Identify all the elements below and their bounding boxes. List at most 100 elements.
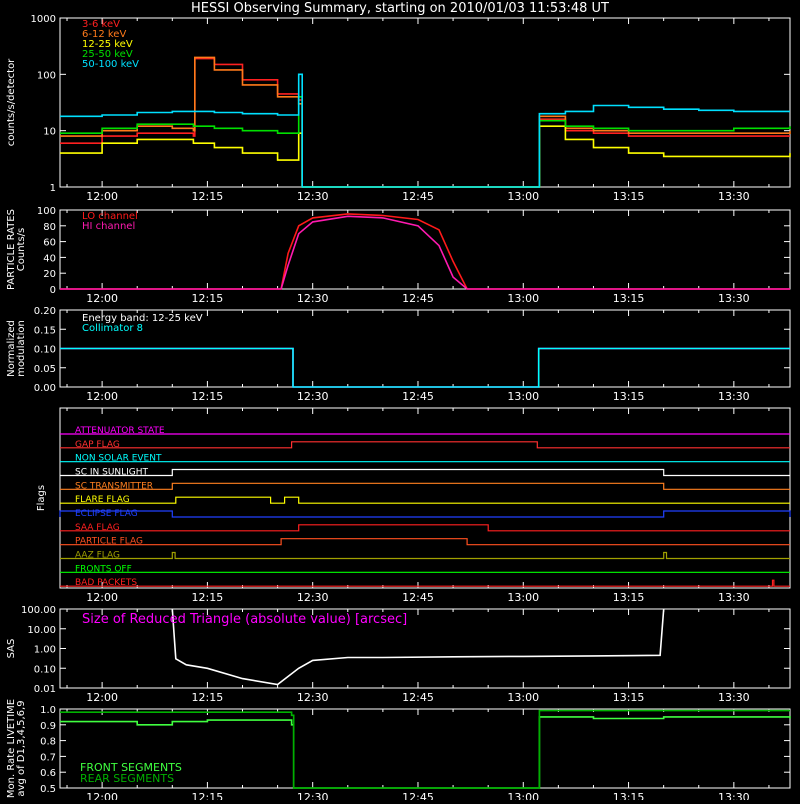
modulation-xtick-label: 13:00 [507,390,539,403]
count_rates-panel: 12:00 12:15 12:30 12:45 13:00 13:15 13:30 1 10 10… [6,14,791,203]
flag-trace [59,510,791,518]
livetime-ytick-label: 1.0 [40,705,56,716]
particle_rates-series-1 [60,215,790,290]
flag-label: NON SOLAR EVENT [75,454,162,464]
flag-trace [60,482,790,490]
particle_rates-ytick-label: 40 [43,253,56,264]
particle_rates-xtick-label: 12:45 [402,292,434,305]
count_rates-xtick-label: 12:30 [297,190,329,203]
sas-ytick-label: 10.00 [27,625,56,636]
flags-xtick-label: 13:15 [613,591,645,604]
particle_rates-ytick-label: 60 [43,238,56,249]
count_rates-xtick-label: 13:00 [507,190,539,203]
sas-xtick-label: 12:30 [297,691,329,704]
particle_rates-xtick-label: 12:15 [192,292,224,305]
livetime-xtick-label: 13:30 [718,791,750,800]
flags-frame [59,407,791,589]
flags-xtick-label: 12:00 [86,591,118,604]
livetime-xtick-label: 12:00 [86,791,118,800]
count_rates-ytick-label: 1000 [31,14,56,25]
count_rates-xtick-label: 12:15 [192,190,224,203]
flag-trace [60,579,790,587]
legend-entry: LO channel [82,211,138,222]
annotation-collimator: Collimator 8 [82,323,143,334]
count_rates-xtick-label: 12:45 [402,190,434,203]
flag-particle-flag: PARTICLE FLAG [60,537,790,547]
modulation-xtick-label: 12:00 [86,390,118,403]
panels: 12:00 12:15 12:30 12:45 13:00 13:15 13:30 1 10 10… [6,14,791,804]
count_rates-series-4 [60,73,790,188]
flag-sc-in-sunlight: SC IN SUNLIGHT [60,468,790,478]
flag-aaz-flag: AAZ FLAG [60,551,790,561]
flag-label: SAA FLAG [75,523,120,533]
particle_rates-ytick-label: 0 [50,285,56,296]
particle_rates-ytick-label: 20 [43,269,56,280]
flag-label: AAZ FLAG [75,551,120,561]
count_rates-ytick-label: 10 [43,127,56,138]
livetime-ytick-label: 0.9 [40,721,56,732]
sas-ytick-label: 0.10 [34,664,56,675]
livetime-xtick-label: 13:15 [613,791,645,800]
legend-rear-segments: REAR SEGMENTS [80,772,174,785]
legend-entry: 12-25 keV [82,39,133,50]
flag-trace [60,524,790,532]
flag-label: SC TRANSMITTER [75,481,153,491]
flags-xtick-label: 12:15 [192,591,224,604]
flag-label: BAD PACKETS [75,578,137,588]
modulation-ylabel: Normalized [6,320,17,377]
livetime-xtick-label: 13:00 [507,791,539,800]
sas-ytick-label: 100.00 [21,605,56,616]
flag-non-solar-event: NON SOLAR EVENT [60,454,790,464]
modulation-ytick-label: 0.10 [34,345,56,356]
livetime-xtick-label: 12:15 [192,791,224,800]
livetime-xtick-label: 12:45 [402,791,434,800]
livetime-ytick-label: 0.5 [40,784,56,795]
sas-ytick-label: 1.00 [34,645,56,656]
modulation-ylabel: modulation [16,320,27,377]
flag-flare-flag: FLARE FLAG [60,495,790,505]
flag-label: GAP FLAG [75,440,120,450]
flag-trace [60,441,790,449]
count_rates-xtick-label: 13:30 [718,190,750,203]
sas-xtick-label: 12:15 [192,691,224,704]
flag-label: ECLIPSE FLAG [75,509,138,519]
particle_rates-xtick-label: 13:30 [718,292,750,305]
livetime-ytick-label: 0.8 [40,737,56,748]
flags-ylabel: Flags [36,485,47,511]
flags-xtick-label: 13:30 [718,591,750,604]
legend-front-segments: FRONT SEGMENTS [80,761,182,774]
modulation-ytick-label: 0.15 [34,325,56,336]
count_rates-ytick-label: 100 [37,70,56,81]
sas-xtick-label: 13:15 [613,691,645,704]
sas-series-0 [171,608,665,686]
modulation-ytick-label: 0.05 [34,364,56,375]
flag-gap-flag: GAP FLAG [60,440,790,450]
modulation-xtick-label: 12:45 [402,390,434,403]
flag-fronts-off: FRONTS OFF [60,564,790,574]
flag-trace [60,496,790,504]
sas-xtick-label: 12:45 [402,691,434,704]
plot-title: HESSI Observing Summary, starting on 201… [191,1,609,16]
flags-panel: 12:00 12:15 12:30 12:45 13:00 13:15 13:30 ATTEN… [36,407,791,604]
annotation-energy-band: Energy band: 12-25 keV [82,313,203,324]
count_rates-xtick-label: 13:15 [613,190,645,203]
modulation-ytick-label: 0.20 [34,306,56,317]
legend-entry: 50-100 keV [82,59,139,70]
modulation-xtick-label: 12:30 [297,390,329,403]
legend-entry: 3-6 keV [82,19,120,30]
livetime-xtick-label: 12:30 [297,791,329,800]
flag-trace [60,551,790,560]
flag-sc-transmitter: SC TRANSMITTER [60,481,790,491]
legend-entry: 25-50 keV [82,49,133,60]
flag-label: FLARE FLAG [75,495,130,505]
modulation-series-1 [60,347,790,388]
flags-xtick-label: 13:00 [507,591,539,604]
flag-trace [60,468,790,477]
particle_rates-ytick-label: 100 [37,206,56,217]
sas-xtick-label: 13:30 [718,691,750,704]
flags-xtick-label: 12:30 [297,591,329,604]
particle_rates-panel: 12:00 12:15 12:30 12:45 13:00 13:15 13:30 0 20 40… [6,206,791,305]
count_rates-xtick-label: 12:00 [86,190,118,203]
livetime-ylabel: Mon. Rate LIVETIME [6,699,17,798]
